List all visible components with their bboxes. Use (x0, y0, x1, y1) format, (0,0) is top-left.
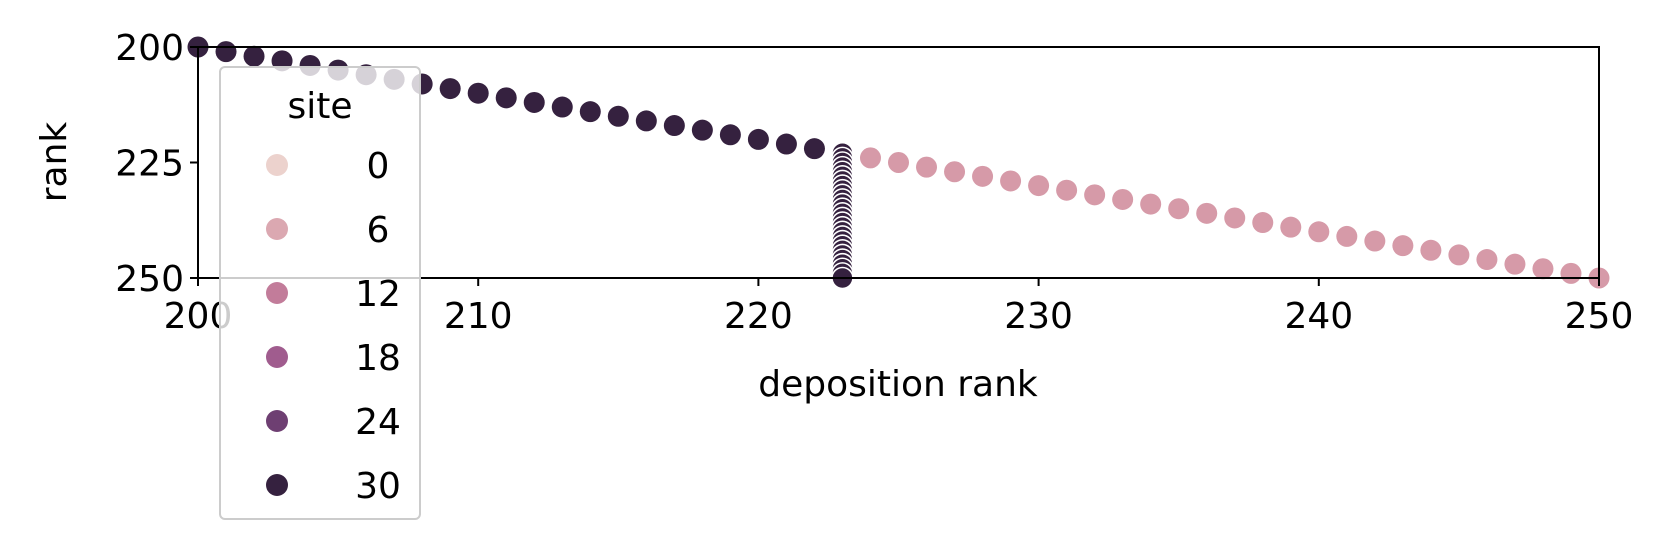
data-point (495, 87, 517, 109)
legend: site 0 6 12 18 24 30 (219, 66, 421, 520)
data-point (1252, 212, 1274, 234)
data-point (1168, 198, 1190, 220)
y-tick-label: 225 (115, 144, 184, 185)
data-point (944, 161, 966, 183)
data-point (1056, 179, 1078, 201)
legend-label: 30 (355, 466, 401, 507)
legend-title: site (287, 86, 352, 127)
data-point (215, 41, 237, 63)
data-point (439, 78, 461, 100)
x-tick-label: 230 (1004, 296, 1073, 337)
data-point (1364, 230, 1386, 252)
x-tick-label: 210 (444, 296, 513, 337)
y-tick-label: 200 (115, 28, 184, 69)
data-point (691, 119, 713, 141)
x-axis: 200 210 220 230 240 250 (164, 278, 1634, 337)
data-point (888, 152, 909, 173)
x-tick-label: 240 (1284, 296, 1353, 337)
data-point (1560, 262, 1582, 284)
data-point (1028, 175, 1050, 197)
x-tick-label: 220 (724, 296, 793, 337)
data-point (467, 82, 489, 104)
data-point (1336, 225, 1358, 247)
data-point (1196, 202, 1218, 224)
legend-label: 24 (355, 402, 401, 443)
data-point (1308, 221, 1330, 243)
legend-label: 18 (355, 338, 401, 379)
data-point (635, 110, 657, 132)
data-point (916, 156, 938, 178)
y-axis: 200 225 250 (115, 28, 198, 300)
legend-label: 6 (367, 210, 390, 251)
data-point (1224, 207, 1246, 229)
data-point (663, 115, 685, 137)
y-axis-label: rank (34, 122, 75, 203)
data-point (1084, 184, 1106, 206)
legend-marker (266, 410, 288, 432)
data-point (1280, 216, 1302, 238)
legend-box (219, 66, 421, 520)
data-point (1140, 193, 1162, 215)
data-point (775, 133, 797, 155)
data-point (747, 128, 769, 150)
data-point (803, 138, 825, 160)
data-point (579, 101, 601, 123)
data-point (1420, 239, 1442, 261)
x-axis-label: deposition rank (758, 364, 1038, 405)
data-point (972, 165, 994, 187)
legend-marker (266, 474, 288, 496)
data-point (1392, 235, 1414, 257)
data-point (1532, 258, 1554, 280)
data-point (1448, 244, 1470, 266)
legend-label: 0 (367, 146, 390, 187)
data-point (523, 91, 545, 113)
legend-marker (266, 218, 288, 240)
y-tick-label: 250 (115, 259, 184, 300)
data-point (1112, 188, 1134, 210)
legend-marker (266, 154, 288, 176)
legend-marker (266, 282, 288, 304)
data-point (1504, 253, 1526, 275)
x-tick-label: 250 (1565, 296, 1634, 337)
data-point (1476, 249, 1498, 271)
data-point (859, 147, 881, 169)
data-point (1000, 170, 1022, 192)
data-point (719, 124, 741, 146)
legend-label: 12 (355, 274, 401, 315)
data-point (551, 96, 573, 118)
legend-marker (266, 346, 288, 368)
data-point (243, 45, 265, 67)
data-point (607, 105, 629, 127)
